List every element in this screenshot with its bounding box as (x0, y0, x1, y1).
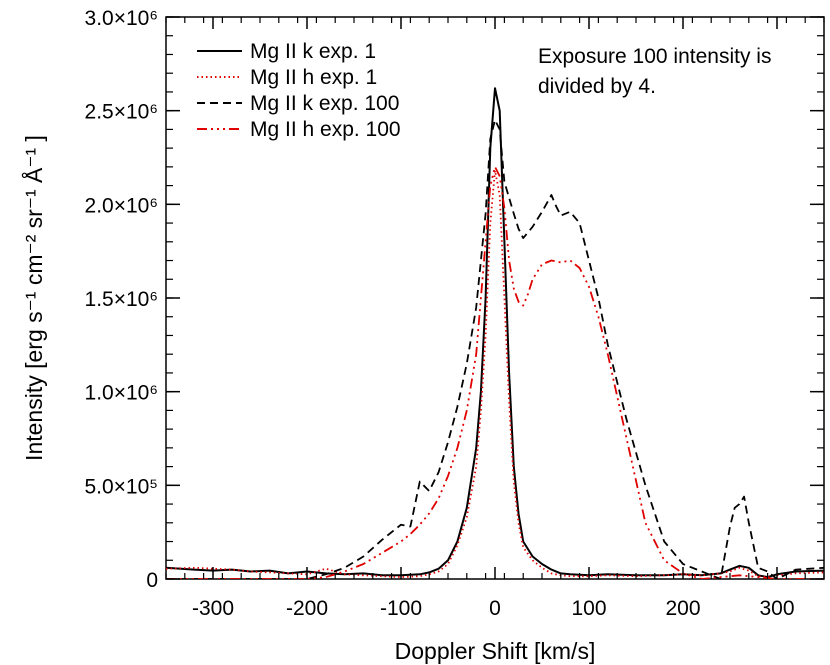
y-tick-label: 5.0×10⁵ (84, 475, 158, 498)
series-line-3 (166, 119, 824, 579)
x-tick-label: -300 (192, 597, 234, 620)
series-line-1 (166, 87, 824, 579)
legend-label: Mg II h exp. 1 (250, 66, 377, 89)
x-axis-label: Doppler Shift [km/s] (395, 638, 596, 664)
y-tick-label: 2.0×10⁶ (85, 194, 158, 217)
x-tick-label: 200 (665, 597, 700, 620)
legend-label: Mg II h exp. 100 (250, 118, 401, 141)
y-tick-label: 2.5×10⁶ (85, 101, 158, 124)
series-line-4 (166, 165, 824, 579)
annotation: Exposure 100 intensity is divided by 4. (538, 45, 771, 98)
y-axis-label: Intensity [erg s⁻¹ cm⁻² sr⁻¹ Å⁻¹ ] (20, 135, 47, 461)
x-tick-label: -100 (380, 597, 422, 620)
x-tick-label: 100 (571, 597, 606, 620)
x-axis-ticks: -300 -200 -100 0 100 200 300 (165, 17, 825, 620)
y-tick-label: 0 (146, 569, 158, 592)
series-line-2 (166, 169, 824, 578)
series-lines (166, 87, 824, 579)
x-tick-label: 0 (489, 597, 501, 620)
x-tick-label: -200 (286, 597, 328, 620)
y-tick-label: 3.0×10⁶ (85, 7, 158, 30)
legend-label: Mg II k exp. 100 (250, 92, 399, 115)
y-tick-label: 1.5×10⁶ (85, 288, 158, 311)
legend: Mg II k exp. 1 Mg II h exp. 1 Mg II k exp.… (197, 40, 401, 141)
annotation-line-1: Exposure 100 intensity is (538, 45, 771, 68)
plot-area: -300 -200 -100 0 100 200 300 0 5.0×10⁵ 1.0×10⁶ 1.… (84, 7, 825, 620)
legend-label: Mg II k exp. 1 (250, 40, 376, 63)
x-tick-label: 300 (759, 597, 794, 620)
y-tick-label: 1.0×10⁶ (85, 382, 158, 405)
annotation-line-2: divided by 4. (538, 75, 656, 98)
y-axis-ticks: 0 5.0×10⁵ 1.0×10⁶ 1.5×10⁶ 2.0×10⁶ 2.5×10⁶ 3.0×… (84, 7, 824, 592)
